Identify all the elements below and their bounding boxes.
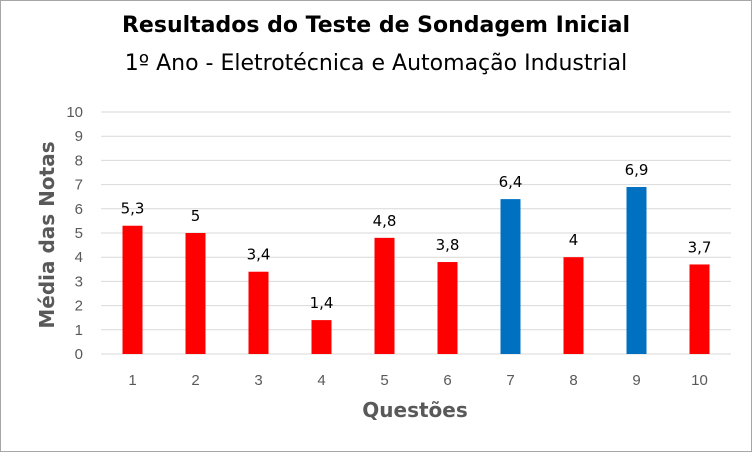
bar	[689, 264, 710, 354]
x-tick-label: 10	[691, 372, 708, 389]
data-label: 3,8	[436, 236, 460, 254]
y-tick-label: 8	[75, 152, 83, 169]
bar	[311, 320, 332, 354]
bar	[563, 257, 584, 354]
data-label: 5	[191, 207, 201, 225]
y-tick-label: 4	[75, 249, 83, 266]
data-label: 6,9	[625, 161, 649, 179]
bar	[500, 199, 521, 354]
x-tick-label: 4	[317, 372, 325, 389]
x-tick-label: 9	[632, 372, 640, 389]
data-label: 6,4	[499, 173, 523, 191]
data-label: 4	[569, 231, 579, 249]
bar	[437, 262, 458, 354]
x-axis-label: Questões	[362, 398, 468, 422]
y-tick-label: 3	[75, 273, 83, 290]
chart-title: Resultados do Teste de Sondagem Inicial	[121, 13, 630, 38]
data-label: 1,4	[310, 294, 334, 312]
data-label: 4,8	[373, 212, 397, 230]
data-label: 3,7	[688, 238, 712, 256]
bar	[248, 271, 269, 354]
bar	[122, 225, 143, 354]
y-tick-label: 0	[75, 346, 83, 363]
data-label: 3,4	[247, 246, 271, 264]
y-tick-label: 10	[66, 104, 83, 121]
y-tick-label: 5	[75, 225, 83, 242]
bar	[185, 233, 206, 354]
x-tick-label: 6	[443, 372, 451, 389]
x-tick-label: 2	[191, 372, 199, 389]
y-tick-label: 7	[75, 177, 83, 194]
chart-subtitle: 1º Ano - Eletrotécnica e Automação Indus…	[124, 51, 628, 76]
x-tick-label: 1	[128, 372, 136, 389]
y-tick-label: 9	[75, 128, 83, 145]
bar	[374, 237, 395, 354]
y-tick-label: 6	[75, 201, 83, 218]
bar	[626, 187, 647, 354]
data-label: 5,3	[121, 200, 145, 218]
x-tick-label: 3	[254, 372, 262, 389]
y-tick-label: 1	[75, 322, 83, 339]
y-tick-label: 2	[75, 298, 83, 315]
x-tick-label: 7	[506, 372, 514, 389]
x-tick-label: 5	[380, 372, 388, 389]
x-tick-label: 8	[569, 372, 577, 389]
